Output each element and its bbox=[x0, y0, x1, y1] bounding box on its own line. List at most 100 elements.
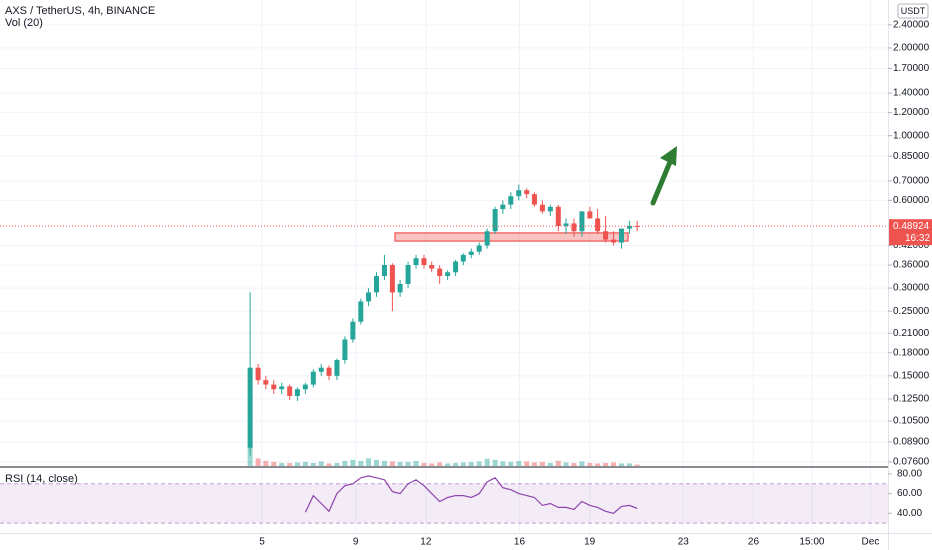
candle-body bbox=[302, 384, 308, 390]
volume-bar bbox=[571, 462, 577, 466]
volume-bar bbox=[255, 458, 261, 466]
axis-layer: 2.40000 2.00000 1.70000 1.40000 1.20000 1.000… bbox=[259, 19, 932, 548]
support-zone bbox=[394, 232, 629, 242]
y-tick-label: 0.15000 bbox=[893, 370, 930, 381]
candle-body bbox=[500, 204, 506, 210]
x-tick-label: 9 bbox=[353, 537, 359, 548]
candle-body bbox=[547, 206, 553, 212]
candle-body bbox=[445, 272, 451, 277]
candle-body bbox=[310, 371, 316, 385]
candle-body bbox=[366, 292, 372, 302]
volume-bar bbox=[334, 462, 340, 466]
y-tick-label: 0.25000 bbox=[893, 306, 930, 317]
candle-body bbox=[263, 380, 269, 385]
y-tick-label: 0.18000 bbox=[893, 347, 930, 358]
volume-bar bbox=[310, 462, 316, 466]
y-tick-label: 2.00000 bbox=[893, 43, 930, 54]
y-tick-label: 0.08900 bbox=[893, 437, 930, 448]
candle-body bbox=[358, 301, 364, 322]
candle-body bbox=[595, 218, 601, 232]
candle-body bbox=[524, 190, 530, 195]
volume-bar bbox=[247, 445, 253, 466]
candle-body bbox=[611, 239, 617, 243]
y-tick-label: 0.07600 bbox=[893, 457, 930, 468]
candle-body bbox=[492, 209, 498, 232]
rsi-band bbox=[0, 483, 888, 524]
candle-body bbox=[334, 360, 340, 376]
x-tick-label: 5 bbox=[259, 537, 265, 548]
candle-body bbox=[405, 265, 411, 284]
y-tick-label: 1.20000 bbox=[893, 107, 930, 118]
candle-body bbox=[618, 228, 624, 243]
candle-body bbox=[603, 231, 609, 240]
candle-body bbox=[476, 245, 482, 252]
chart-title: AXS / TetherUS, 4h, BINANCE bbox=[5, 5, 155, 17]
currency-box[interactable] bbox=[897, 3, 929, 19]
rsi-label: RSI (14, close) bbox=[5, 473, 78, 485]
y-tick-label: 1.00000 bbox=[893, 130, 930, 141]
candle-body bbox=[587, 211, 593, 219]
volume-bar bbox=[326, 463, 332, 466]
candle-body bbox=[373, 276, 379, 293]
arrow-shaft bbox=[650, 159, 673, 206]
volume-label: Vol (20) bbox=[5, 17, 43, 29]
y-tick-label: 0.30000 bbox=[893, 283, 930, 294]
candle-body bbox=[255, 367, 261, 381]
candle-layer bbox=[0, 184, 888, 456]
x-tick-label: 12 bbox=[420, 537, 432, 548]
y-tick-label: 1.70000 bbox=[893, 63, 930, 74]
candle-body bbox=[318, 367, 324, 372]
volume-bar bbox=[603, 462, 609, 466]
x-tick-label: 26 bbox=[748, 537, 760, 548]
volume-bar bbox=[373, 459, 379, 466]
candle-body bbox=[460, 254, 466, 262]
candle-body bbox=[287, 386, 293, 396]
volume-bar bbox=[587, 462, 593, 466]
candle-body bbox=[397, 283, 403, 293]
volume-bar bbox=[476, 461, 482, 466]
candle-body bbox=[468, 251, 474, 255]
candle-body bbox=[389, 265, 395, 293]
volume-bar bbox=[539, 461, 545, 466]
volume-layer bbox=[247, 445, 640, 466]
candle-body bbox=[247, 367, 253, 448]
candle-body bbox=[271, 384, 277, 390]
candle-body bbox=[563, 223, 569, 226]
volume-bar bbox=[445, 463, 451, 466]
candle-body bbox=[279, 386, 285, 390]
volume-bar bbox=[579, 461, 585, 466]
candle-body bbox=[453, 261, 459, 273]
candle-body bbox=[516, 190, 522, 197]
grid bbox=[0, 0, 888, 533]
rsi-tick-label: 80.00 bbox=[897, 469, 922, 480]
rsi-tick-label: 40.00 bbox=[897, 508, 922, 519]
candle-body bbox=[326, 367, 332, 376]
volume-bar bbox=[524, 461, 530, 466]
candle-body bbox=[626, 225, 632, 229]
volume-bar bbox=[397, 461, 403, 466]
candle-body bbox=[539, 204, 545, 212]
candle-body bbox=[571, 223, 577, 232]
volume-bar bbox=[595, 463, 601, 466]
x-tick-label: 15:00 bbox=[799, 537, 824, 548]
candle-body bbox=[421, 258, 427, 266]
arrow-annotation bbox=[650, 146, 677, 206]
candle-body bbox=[429, 265, 435, 269]
last-price-box bbox=[889, 219, 932, 246]
volume-bar bbox=[279, 462, 285, 466]
y-tick-label: 0.21000 bbox=[893, 328, 930, 339]
volume-bar bbox=[618, 463, 624, 466]
y-tick-label: 0.85000 bbox=[893, 151, 930, 162]
y-tick-label: 0.36000 bbox=[893, 260, 930, 271]
volume-bar bbox=[453, 462, 459, 466]
volume-bar bbox=[318, 461, 324, 466]
volume-bar bbox=[555, 460, 561, 466]
volume-bar bbox=[271, 461, 277, 466]
x-tick-label: Dec bbox=[862, 537, 880, 548]
volume-bar bbox=[563, 462, 569, 466]
volume-bar bbox=[460, 462, 466, 466]
currency-label[interactable]: USDT bbox=[901, 6, 926, 16]
volume-bar bbox=[484, 458, 490, 466]
